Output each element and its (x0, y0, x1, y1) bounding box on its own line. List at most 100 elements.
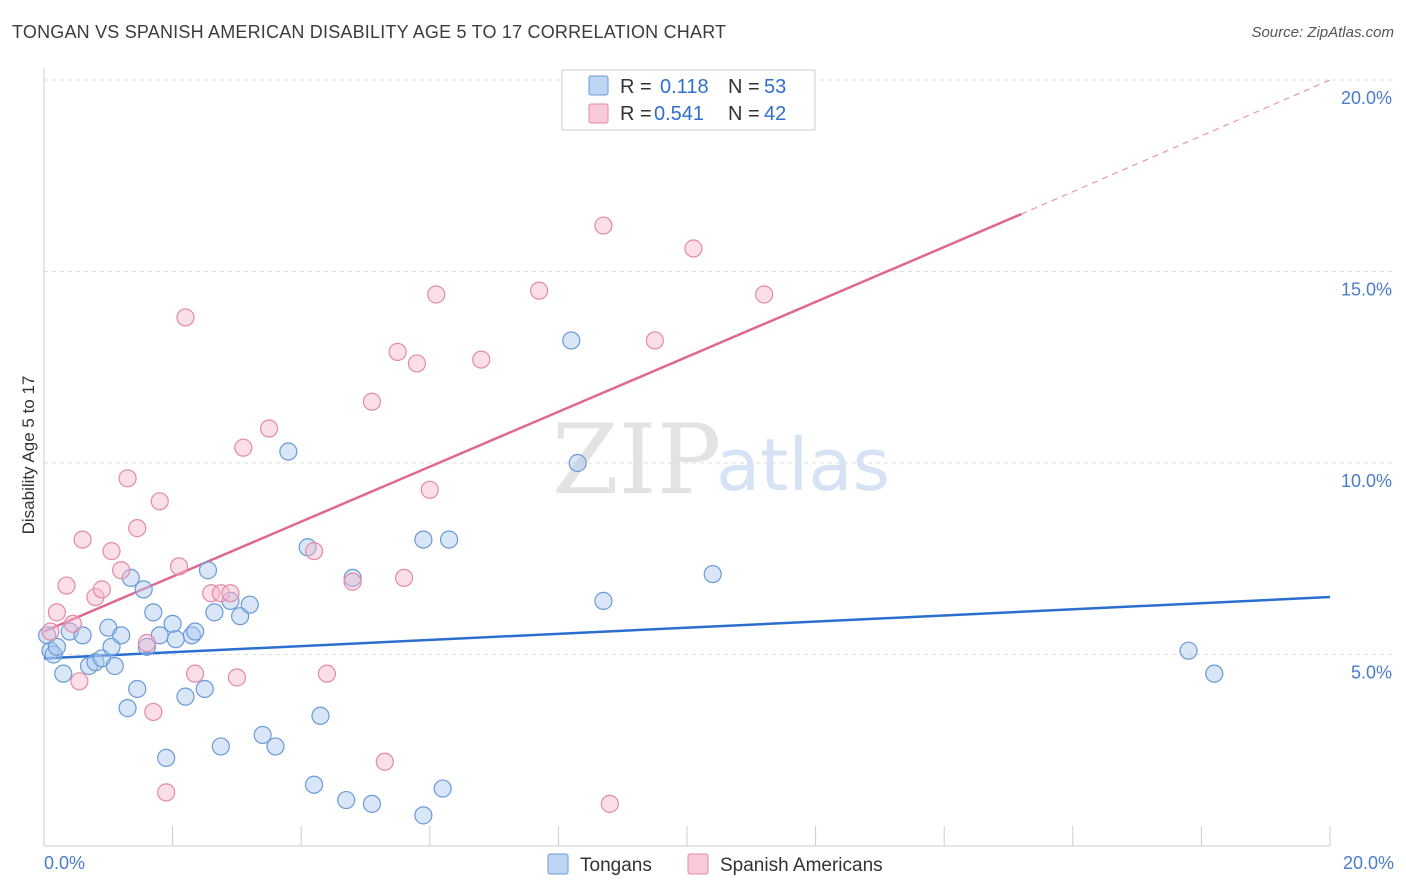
spanish-point (118, 469, 137, 488)
legend-n-label: N = (728, 76, 760, 98)
tongans-point (253, 725, 272, 745)
bottom-legend: Tongans Spanish Americans (547, 853, 883, 876)
spanish-point (304, 541, 324, 561)
spanish-point (420, 480, 439, 499)
tongans-point (439, 530, 459, 549)
tongans-point (304, 775, 324, 794)
spanish-point (102, 541, 121, 561)
spanish-point (47, 603, 66, 622)
axes (43, 68, 1331, 847)
watermark-zip: ZIP (552, 404, 721, 516)
tongans-point (343, 568, 362, 588)
tongans-point (594, 591, 613, 610)
spanish-point (128, 519, 147, 538)
bottom-legend-swatch-spanish (687, 853, 709, 875)
spanish-point (317, 664, 337, 683)
tongans-point (195, 679, 214, 699)
tongans-point (166, 630, 185, 649)
spanish-point (137, 633, 156, 653)
spanish-point (388, 342, 407, 362)
tongans-point (112, 626, 131, 645)
tongans-point (144, 603, 163, 622)
spanish-point (144, 702, 163, 722)
spanish-point (202, 584, 221, 603)
spanish-point (600, 794, 619, 813)
legend-swatch-tongans (588, 75, 609, 96)
spanish-point (186, 664, 205, 683)
bottom-legend-tongans: Tongans (580, 855, 652, 876)
tongans-point (568, 453, 587, 473)
tongans-point (337, 790, 356, 810)
data-points (38, 216, 1224, 825)
y-tick-label: 10.0% (1341, 471, 1392, 491)
tongans-point (176, 687, 195, 706)
tongans-point (240, 595, 259, 614)
legend-n-value: 42 (764, 103, 786, 125)
spanish-point (375, 752, 394, 771)
spanish-point (112, 561, 131, 580)
legend-swatch-spanish (588, 103, 609, 124)
axis-ticks: 5.0% 10.0% 15.0% 20.0% 0.0% 20.0% (44, 88, 1394, 873)
spanish-point (92, 580, 111, 599)
tongans-point (54, 664, 73, 683)
tongans-point (1179, 641, 1198, 660)
spanish-point (472, 350, 491, 369)
tongans-point (362, 794, 382, 813)
tongans-point (47, 637, 66, 656)
spanish-point (394, 568, 414, 588)
spanish-point (57, 576, 76, 595)
tongans-point (414, 806, 433, 825)
spanish-point (73, 530, 92, 549)
tongans-point (105, 656, 124, 676)
tongans-point (134, 580, 153, 599)
spanish-point (427, 285, 446, 304)
tongans-point (414, 530, 433, 549)
spanish-point (645, 331, 664, 350)
x-tick-label: 20.0% (1343, 853, 1394, 873)
tongans-point (157, 748, 176, 768)
bottom-legend-swatch-tongans (547, 853, 569, 875)
tongans-point (137, 637, 156, 656)
tongans-point (433, 779, 452, 798)
tongans-trend-line (43, 595, 1331, 660)
spanish-point (70, 672, 89, 691)
spanish-point (259, 419, 279, 438)
tongans-point (266, 737, 285, 756)
tongans-point (121, 568, 140, 588)
spanish-point (684, 239, 703, 258)
x-tick-label: 0.0% (44, 853, 85, 873)
tongans-point (118, 699, 137, 718)
spanish-trend-extension (1021, 79, 1331, 215)
chart-source: Source: ZipAtlas.com (1251, 24, 1394, 41)
legend-box: R = 0.118 N = 53 R = 0.541 N = 42 (561, 69, 816, 131)
spanish-point (362, 392, 382, 411)
spanish-point (169, 557, 189, 576)
tongans-point (211, 737, 230, 756)
spanish-point (530, 281, 549, 300)
y-axis-label: Disability Age 5 to 17 (19, 376, 38, 535)
tongans-point (562, 331, 581, 350)
tongans-point (198, 561, 218, 580)
tongans-point (186, 622, 205, 641)
legend-r-value: 0.541 (654, 103, 704, 125)
spanish-point (157, 783, 176, 802)
legend-r-label: R = (620, 103, 652, 125)
y-tick-label: 15.0% (1341, 280, 1392, 300)
spanish-point (176, 308, 195, 327)
spanish-point (211, 584, 230, 603)
legend-r-label: R = (620, 76, 652, 98)
spanish-point (227, 668, 246, 687)
y-tick-label: 20.0% (1341, 88, 1392, 108)
tongans-point (1205, 664, 1224, 683)
chart-title: TONGAN VS SPANISH AMERICAN DISABILITY AG… (12, 22, 727, 42)
spanish-point (41, 622, 60, 641)
tongans-point (703, 564, 722, 584)
tongans-point (128, 679, 147, 699)
legend-r-value: 0.118 (660, 76, 709, 98)
tongans-point (163, 614, 182, 633)
legend-n-label: N = (728, 103, 760, 125)
bottom-legend-spanish: Spanish Americans (720, 855, 883, 876)
trend-lines (43, 79, 1331, 660)
spanish-point (755, 285, 774, 304)
